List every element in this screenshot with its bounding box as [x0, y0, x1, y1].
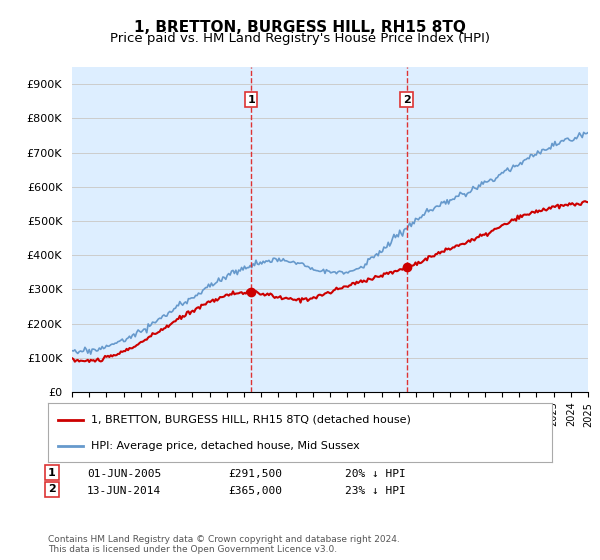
Text: £365,000: £365,000	[228, 486, 282, 496]
Text: 1: 1	[247, 95, 255, 105]
Text: £291,500: £291,500	[228, 469, 282, 479]
Text: 01-JUN-2005: 01-JUN-2005	[87, 469, 161, 479]
Text: 1, BRETTON, BURGESS HILL, RH15 8TQ: 1, BRETTON, BURGESS HILL, RH15 8TQ	[134, 20, 466, 35]
Text: HPI: Average price, detached house, Mid Sussex: HPI: Average price, detached house, Mid …	[91, 441, 359, 451]
Text: 2: 2	[48, 484, 56, 494]
Text: 23% ↓ HPI: 23% ↓ HPI	[345, 486, 406, 496]
Text: 1: 1	[48, 468, 56, 478]
Text: 13-JUN-2014: 13-JUN-2014	[87, 486, 161, 496]
Text: Price paid vs. HM Land Registry's House Price Index (HPI): Price paid vs. HM Land Registry's House …	[110, 32, 490, 45]
Text: 20% ↓ HPI: 20% ↓ HPI	[345, 469, 406, 479]
Text: Contains HM Land Registry data © Crown copyright and database right 2024.
This d: Contains HM Land Registry data © Crown c…	[48, 535, 400, 554]
Text: 1, BRETTON, BURGESS HILL, RH15 8TQ (detached house): 1, BRETTON, BURGESS HILL, RH15 8TQ (deta…	[91, 414, 411, 424]
Text: 2: 2	[403, 95, 410, 105]
